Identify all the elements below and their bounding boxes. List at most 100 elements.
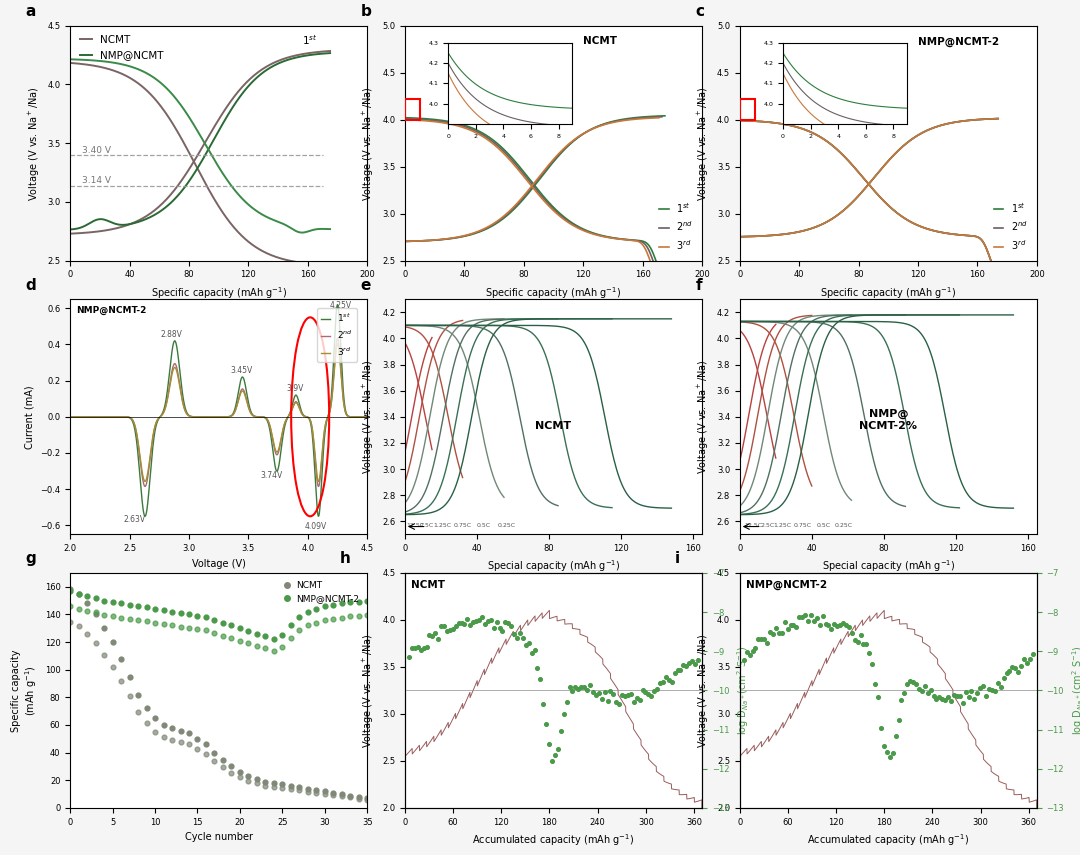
Point: [770, 626, 787, 640]
Point: [180, 727, 198, 740]
Point: [138, 600, 156, 614]
Point: [654, 675, 672, 689]
Point: [214, 752, 231, 766]
Text: 0.5C: 0.5C: [816, 522, 831, 528]
Point: [490, 622, 509, 635]
Point: [806, 614, 823, 628]
Point: [480, 614, 497, 628]
Legend: 1$^{st}$, 2$^{nd}$, 3$^{rd}$: 1$^{st}$, 2$^{nd}$, 3$^{rd}$: [318, 309, 356, 362]
Point: [172, 735, 189, 749]
Point: [684, 655, 701, 669]
Point: [206, 754, 224, 768]
Point: [198, 747, 215, 761]
Point: [222, 759, 240, 773]
Point: [902, 675, 919, 688]
Point: [189, 732, 206, 746]
Point: [413, 643, 430, 657]
Text: 12.5C: 12.5C: [406, 522, 424, 528]
Point: [87, 636, 105, 650]
Point: [550, 742, 567, 756]
Point: [147, 602, 164, 616]
Point: [266, 776, 283, 790]
Point: [266, 644, 283, 657]
Point: [248, 627, 266, 640]
Point: [248, 772, 266, 786]
Point: [523, 646, 540, 660]
Point: [291, 781, 308, 794]
Point: [899, 677, 916, 691]
Point: [660, 673, 677, 687]
Point: [605, 687, 622, 701]
Point: [79, 628, 96, 641]
Point: [62, 582, 79, 596]
Text: NCMT: NCMT: [536, 421, 571, 431]
Point: [95, 622, 112, 635]
Point: [885, 746, 902, 759]
Point: [1003, 661, 1021, 675]
Point: [421, 628, 438, 642]
Text: 3.74V: 3.74V: [260, 471, 283, 481]
Point: [782, 618, 799, 632]
Point: [112, 674, 130, 687]
Point: [758, 636, 775, 650]
Point: [240, 774, 257, 787]
Point: [617, 689, 634, 703]
Point: [430, 632, 447, 646]
Point: [940, 690, 957, 704]
Point: [613, 687, 631, 701]
Point: [619, 688, 636, 702]
Point: [750, 633, 767, 646]
Text: 3.45V: 3.45V: [231, 367, 253, 375]
Y-axis label: log D$_{Na^+}$(cm$^2$ S$^{-1}$): log D$_{Na^+}$(cm$^2$ S$^{-1}$): [1069, 646, 1080, 735]
Point: [231, 770, 248, 784]
Text: d: d: [26, 278, 37, 293]
Point: [333, 789, 350, 803]
Point: [406, 641, 423, 655]
Point: [738, 645, 755, 658]
Point: [266, 780, 283, 793]
Point: [333, 597, 350, 610]
Point: [777, 616, 794, 629]
Point: [753, 633, 770, 646]
Point: [811, 618, 828, 632]
Point: [756, 632, 773, 646]
Point: [538, 717, 555, 731]
Point: [70, 587, 87, 600]
Point: [325, 598, 342, 611]
X-axis label: Special capacity (mAh g$^{-1}$): Special capacity (mAh g$^{-1}$): [487, 558, 620, 575]
Point: [934, 692, 951, 705]
Point: [341, 610, 359, 623]
Point: [231, 765, 248, 779]
Point: [147, 616, 164, 629]
Point: [747, 641, 765, 655]
Point: [95, 648, 112, 662]
Point: [910, 682, 928, 696]
Point: [878, 746, 895, 759]
X-axis label: Cycle number: Cycle number: [185, 832, 253, 842]
Point: [257, 779, 274, 793]
Point: [861, 646, 878, 659]
Point: [415, 641, 432, 655]
Point: [972, 681, 989, 694]
Point: [130, 613, 147, 627]
Point: [154, 718, 172, 732]
Point: [291, 610, 308, 624]
Point: [325, 612, 342, 626]
Point: [350, 790, 367, 804]
Point: [648, 682, 665, 696]
Y-axis label: Voltage (V vs. Na$^+$/Na): Voltage (V vs. Na$^+$/Na): [696, 359, 711, 475]
Point: [602, 685, 619, 699]
Text: 0.25C: 0.25C: [497, 522, 515, 528]
Point: [62, 599, 79, 613]
Point: [121, 669, 138, 683]
Point: [87, 608, 105, 622]
Y-axis label: Voltage (V vs. Na$^+$/Na): Voltage (V vs. Na$^+$/Na): [362, 86, 377, 201]
Point: [773, 627, 791, 640]
Point: [785, 618, 802, 632]
Point: [608, 694, 625, 708]
Point: [316, 599, 334, 613]
Point: [299, 781, 316, 795]
Point: [273, 781, 291, 795]
Point: [584, 686, 602, 699]
Point: [401, 651, 418, 664]
